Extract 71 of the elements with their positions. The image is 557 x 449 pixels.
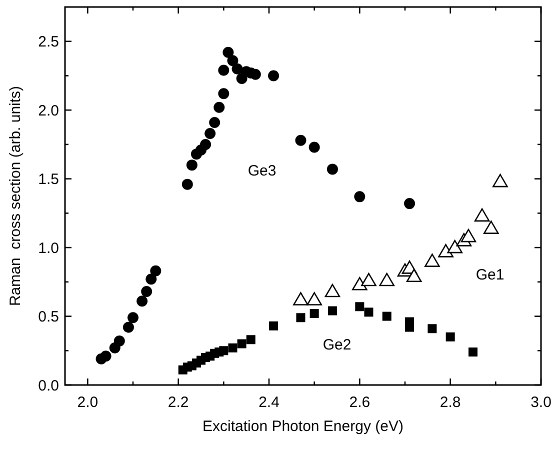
y-tick-label: 1.0 bbox=[38, 240, 59, 257]
point bbox=[438, 244, 454, 258]
point bbox=[406, 268, 422, 282]
point bbox=[474, 208, 490, 222]
y-tick-label: 2.5 bbox=[38, 34, 59, 51]
point bbox=[355, 302, 364, 312]
x-tick-label: 2.4 bbox=[258, 394, 280, 411]
point bbox=[219, 346, 228, 356]
point bbox=[296, 313, 306, 322]
point bbox=[492, 174, 508, 188]
point bbox=[204, 128, 216, 139]
point bbox=[460, 228, 476, 242]
point bbox=[326, 164, 338, 175]
point bbox=[446, 332, 455, 342]
point bbox=[269, 321, 278, 330]
x-tick-label: 2.6 bbox=[349, 394, 370, 411]
point bbox=[114, 336, 125, 347]
point bbox=[324, 284, 340, 298]
y-axis-title: Raman cross section (arb. units) bbox=[7, 86, 24, 306]
point bbox=[200, 138, 212, 150]
point bbox=[424, 254, 440, 267]
point bbox=[308, 142, 320, 153]
point bbox=[246, 335, 256, 344]
point bbox=[222, 46, 234, 58]
point bbox=[354, 191, 366, 202]
x-tick-label: 2.2 bbox=[168, 394, 189, 411]
legend-label: Ge1 bbox=[476, 266, 504, 284]
point bbox=[146, 274, 157, 285]
point bbox=[483, 220, 499, 234]
point bbox=[227, 55, 238, 66]
x-tick-label: 3.0 bbox=[530, 394, 552, 411]
point bbox=[379, 272, 395, 286]
y-tick-label: 1.5 bbox=[38, 171, 59, 188]
point bbox=[214, 102, 225, 113]
point bbox=[295, 134, 306, 146]
point bbox=[328, 306, 337, 316]
point bbox=[122, 322, 134, 333]
point bbox=[352, 277, 368, 290]
point bbox=[232, 63, 243, 74]
point bbox=[141, 286, 152, 298]
point bbox=[310, 309, 319, 318]
point bbox=[209, 116, 220, 128]
series-label: Ge2 bbox=[322, 336, 352, 354]
point bbox=[136, 296, 148, 307]
point bbox=[468, 348, 478, 357]
point bbox=[150, 265, 162, 276]
point bbox=[447, 240, 463, 254]
point bbox=[364, 308, 374, 317]
point bbox=[218, 88, 230, 100]
point bbox=[293, 292, 308, 306]
point bbox=[306, 292, 322, 306]
point bbox=[405, 322, 414, 332]
point bbox=[100, 350, 112, 362]
point bbox=[218, 64, 230, 76]
point bbox=[237, 339, 246, 348]
x-tick-label: 2.0 bbox=[77, 394, 98, 411]
y-tick-label: 0.0 bbox=[38, 377, 59, 394]
x-axis-title: Excitation Photon Energy (eV) bbox=[202, 418, 404, 435]
x-tick-label: 2.8 bbox=[440, 394, 461, 411]
point bbox=[268, 70, 280, 82]
y-tick-label: 2.0 bbox=[38, 102, 59, 120]
series-label: Ge3 bbox=[248, 162, 276, 180]
point bbox=[128, 312, 138, 324]
y-tick-label: 0.5 bbox=[38, 308, 59, 326]
point bbox=[428, 324, 437, 334]
point bbox=[186, 160, 198, 171]
point bbox=[361, 272, 376, 286]
point bbox=[404, 198, 416, 210]
point bbox=[382, 312, 392, 321]
point bbox=[182, 178, 193, 190]
point bbox=[228, 343, 238, 352]
